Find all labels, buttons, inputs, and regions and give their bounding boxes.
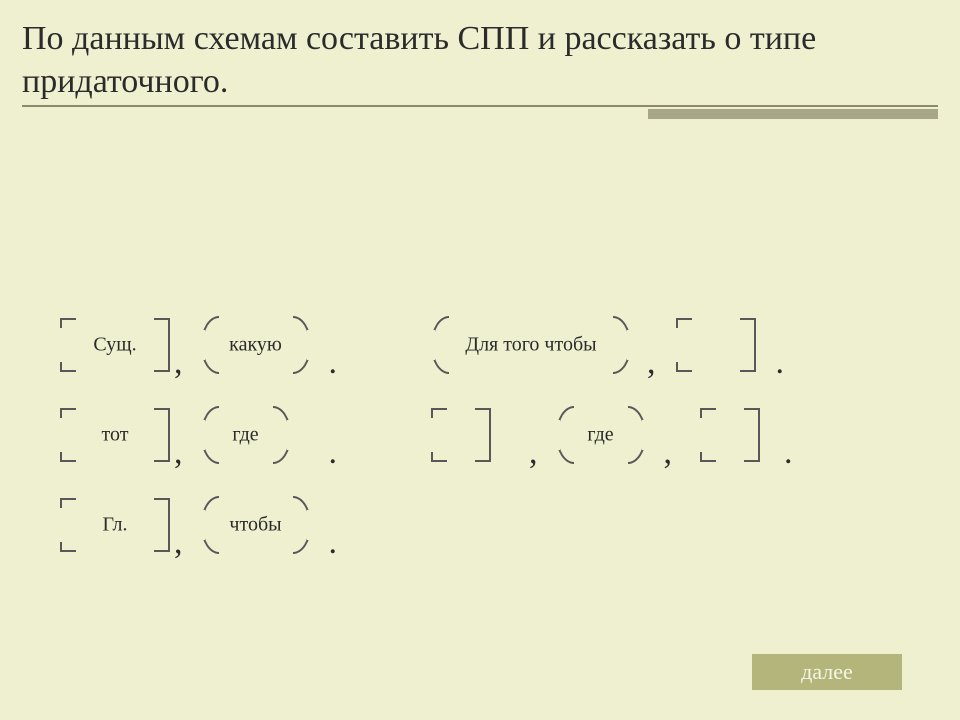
schema-row: тот , где . , — [0, 390, 960, 480]
main-clause-box: тот — [60, 403, 170, 467]
subordinate-clause-box: где — [201, 403, 291, 467]
square-bracket-icon — [431, 408, 491, 462]
square-bracket-icon: Сущ. — [60, 318, 170, 372]
square-bracket-icon — [700, 408, 760, 462]
schema-area: Сущ. , какую . Для того чтобы — [0, 300, 960, 570]
period: . — [772, 344, 789, 382]
main-clause-box — [431, 403, 491, 467]
square-bracket-icon — [676, 318, 756, 372]
main-clause-box — [700, 403, 760, 467]
subordinate-clause-box: Для того чтобы — [431, 313, 631, 377]
round-bracket-icon: где — [201, 406, 291, 464]
round-bracket-icon: какую — [201, 316, 311, 374]
subordinate-clause-box: чтобы — [201, 493, 311, 557]
comma: , — [170, 434, 187, 472]
box-label: тот — [60, 424, 170, 447]
schema-row: Сущ. , какую . Для того чтобы — [0, 300, 960, 390]
title-underline-thick — [648, 109, 938, 119]
comma: , — [525, 434, 542, 472]
title-block: По данным схемам составить СПП и рассказ… — [0, 0, 960, 123]
title-underline-thin — [22, 105, 938, 107]
next-button-label: далее — [801, 659, 853, 685]
box-label: где — [556, 424, 646, 447]
period: . — [780, 434, 797, 472]
period: . — [325, 524, 342, 562]
box-label: Для того чтобы — [431, 334, 631, 357]
comma: , — [643, 344, 660, 382]
slide: По данным схемам составить СПП и рассказ… — [0, 0, 960, 720]
schema-row: Гл. , чтобы . — [0, 480, 960, 570]
square-bracket-icon: тот — [60, 408, 170, 462]
main-clause-box — [676, 313, 756, 377]
comma: , — [170, 524, 187, 562]
square-bracket-icon: Гл. — [60, 498, 170, 552]
subordinate-clause-box: какую — [201, 313, 311, 377]
next-button[interactable]: далее — [752, 654, 902, 690]
box-label: чтобы — [201, 514, 311, 537]
box-label: где — [201, 424, 291, 447]
comma: , — [170, 344, 187, 382]
box-label: какую — [201, 334, 311, 357]
round-bracket-icon: Для того чтобы — [431, 316, 631, 374]
period: . — [325, 344, 342, 382]
round-bracket-icon: где — [556, 406, 646, 464]
main-clause-box: Сущ. — [60, 313, 170, 377]
main-clause-box: Гл. — [60, 493, 170, 557]
box-label: Сущ. — [60, 334, 170, 357]
box-label: Гл. — [60, 514, 170, 537]
round-bracket-icon: чтобы — [201, 496, 311, 554]
title-underline — [22, 105, 938, 117]
slide-title: По данным схемам составить СПП и рассказ… — [22, 18, 938, 103]
period: . — [325, 434, 342, 472]
subordinate-clause-box: где — [556, 403, 646, 467]
comma: , — [660, 434, 677, 472]
